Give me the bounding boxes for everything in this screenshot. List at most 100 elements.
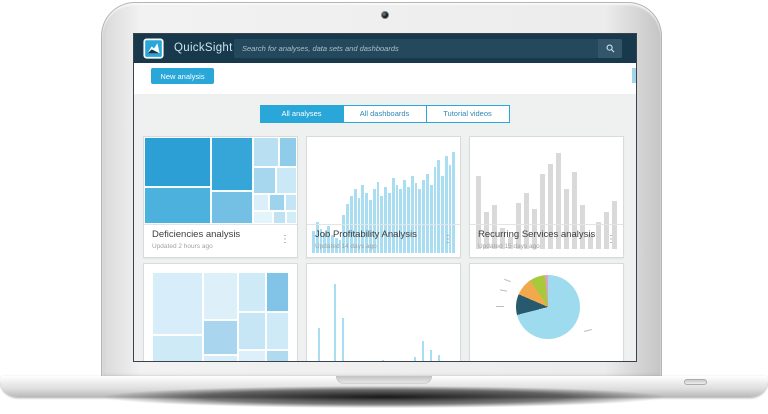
bar — [429, 184, 433, 253]
bar — [365, 192, 368, 253]
treemap-cell — [272, 210, 287, 224]
treemap-cell — [152, 272, 203, 336]
search-bar — [234, 39, 622, 58]
page-scrollbar-thumb[interactable] — [632, 68, 636, 83]
bar — [312, 231, 315, 253]
pie-chart — [516, 275, 580, 339]
analysis-card-recurring-services[interactable]: Recurring Services analysis Updated 15 d… — [469, 136, 624, 258]
bar — [492, 205, 497, 249]
bar — [327, 225, 330, 253]
card-title: Deficiencies analysis — [152, 229, 241, 240]
pie-label-stub — [496, 306, 504, 307]
bar — [548, 163, 553, 249]
treemap-cell — [202, 320, 239, 355]
treemap-cell — [238, 350, 266, 361]
bar — [433, 167, 437, 253]
webcam — [381, 11, 389, 19]
combo-slot — [373, 274, 378, 361]
treemap-cell — [278, 137, 297, 167]
treemap-cell — [202, 354, 239, 361]
bar — [353, 189, 357, 253]
bar — [516, 203, 521, 249]
bar — [414, 182, 418, 253]
combo-slot — [349, 274, 354, 361]
treemap-cell — [211, 190, 253, 224]
treemap-cell — [252, 194, 270, 211]
treemap-cell — [275, 166, 297, 195]
search-button[interactable] — [598, 39, 622, 58]
bar — [410, 176, 414, 253]
bar — [376, 181, 380, 253]
bar — [334, 283, 337, 361]
card-updated: Updated 15 days ago — [478, 243, 540, 250]
bar — [372, 189, 376, 253]
pie-chart-container — [470, 264, 623, 361]
bar — [532, 209, 537, 249]
treemap-chart — [152, 272, 289, 361]
content-area: All analyses All dashboards Tutorial vid… — [134, 94, 636, 361]
bar — [484, 211, 489, 249]
card-menu-kebab-icon[interactable]: ⋮ — [443, 234, 453, 245]
tab-all-dashboards[interactable]: All dashboards — [342, 105, 427, 123]
bar — [476, 176, 481, 249]
bar — [422, 180, 425, 253]
bar — [441, 176, 444, 253]
treemap-cell — [238, 272, 266, 313]
analysis-card-job-profitability[interactable]: Job Profitability Analysis Updated 14 da… — [306, 136, 461, 258]
bar — [357, 198, 361, 253]
combo-slot — [397, 274, 402, 361]
bar — [342, 214, 346, 253]
bar — [572, 172, 577, 249]
bar — [500, 228, 505, 249]
search-input[interactable] — [234, 39, 598, 58]
bar — [318, 327, 321, 361]
bar — [524, 192, 529, 249]
bar — [425, 173, 429, 253]
bar — [330, 235, 334, 253]
treemap-cell — [284, 194, 297, 211]
combo-slot — [333, 274, 338, 361]
treemap-cell — [252, 137, 279, 167]
combo-slot — [357, 274, 362, 361]
combo-slot — [429, 274, 434, 361]
bar — [384, 187, 387, 253]
bar — [403, 180, 406, 253]
bar — [556, 153, 561, 249]
combo-slot — [317, 274, 322, 361]
card-menu-kebab-icon[interactable]: ⋮ — [606, 234, 616, 245]
bar — [315, 222, 319, 253]
new-analysis-button[interactable]: New analysis — [151, 68, 214, 84]
bar — [612, 201, 617, 249]
quicksight-logo-icon — [143, 38, 164, 59]
treemap-cell — [144, 137, 212, 187]
bar — [430, 350, 433, 361]
bar — [422, 340, 425, 361]
tab-all-analyses[interactable]: All analyses — [259, 105, 344, 123]
pie-label-stub — [584, 328, 592, 333]
tab-bar: All analyses All dashboards Tutorial vid… — [134, 105, 636, 123]
bar — [604, 211, 609, 249]
combo-slot — [325, 274, 330, 361]
combo-slot — [413, 274, 418, 361]
bar — [448, 165, 452, 253]
treemap-cell — [202, 272, 239, 321]
card-title: Recurring Services analysis — [478, 229, 596, 240]
treemap-cell — [286, 210, 297, 224]
tab-tutorial-videos[interactable]: Tutorial videos — [425, 105, 510, 123]
treemap-cell — [211, 137, 253, 191]
analysis-card-combo-bars[interactable] — [306, 263, 461, 361]
bar — [395, 184, 399, 253]
card-footer: Deficiencies analysis Updated 2 hours ag… — [144, 224, 297, 258]
bar — [399, 189, 403, 253]
combo-slot — [437, 274, 442, 361]
bar — [438, 354, 441, 361]
card-footer: Recurring Services analysis Updated 15 d… — [470, 224, 623, 258]
card-menu-kebab-icon[interactable]: ⋮ — [280, 234, 290, 245]
analysis-card-treemap-2[interactable] — [143, 263, 298, 361]
combo-slot — [389, 274, 394, 361]
combo-slot — [421, 274, 426, 361]
analysis-card-deficiencies[interactable]: Deficiencies analysis Updated 2 hours ag… — [143, 136, 298, 258]
bar-chart — [470, 137, 623, 257]
analysis-card-pie[interactable] — [469, 263, 624, 361]
